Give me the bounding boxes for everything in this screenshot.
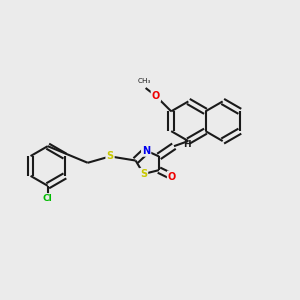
Text: S: S [140,169,147,179]
Text: S: S [106,152,114,161]
Text: O: O [152,91,160,101]
Text: O: O [168,172,176,182]
Text: CH₃: CH₃ [137,78,151,84]
Text: H: H [184,140,191,149]
Text: Cl: Cl [43,194,52,203]
Text: N: N [142,146,150,156]
